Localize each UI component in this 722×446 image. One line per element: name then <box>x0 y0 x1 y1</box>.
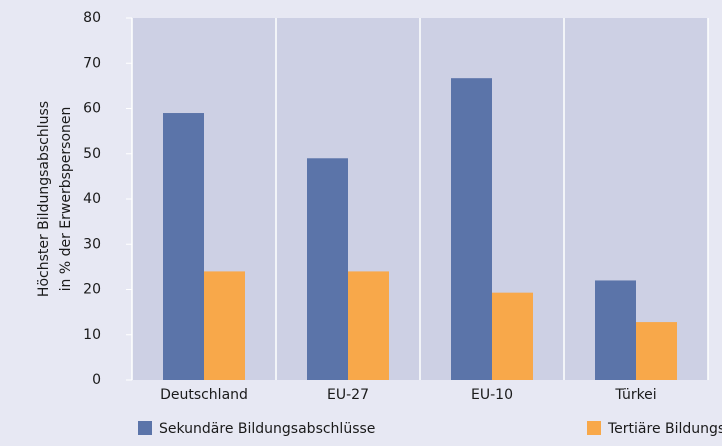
legend-label: Tertiäre Bildungsabschlüsse <box>607 421 722 437</box>
y-axis-label: in % der Erwerbspersonen <box>58 107 74 292</box>
bar <box>348 271 389 380</box>
y-tick-label: 30 <box>83 236 101 252</box>
bar <box>204 271 245 380</box>
bar <box>163 113 204 381</box>
legend-swatch <box>587 421 601 435</box>
bar <box>307 158 348 380</box>
y-tick-label: 50 <box>83 146 101 162</box>
bar <box>595 280 636 380</box>
y-tick-label: 20 <box>83 282 101 298</box>
y-tick-label: 0 <box>92 372 101 388</box>
y-tick-label: 70 <box>83 55 101 71</box>
y-tick-label: 40 <box>83 191 101 207</box>
x-tick-label: EU-10 <box>471 387 513 403</box>
legend-label: Sekundäre Bildungsabschlüsse <box>159 421 375 437</box>
x-tick-label: Türkei <box>614 387 656 403</box>
bar <box>451 78 492 381</box>
bar <box>492 292 533 380</box>
x-tick-label: Deutschland <box>160 387 248 403</box>
y-tick-label: 80 <box>83 10 101 26</box>
x-tick-label: EU-27 <box>327 387 369 403</box>
y-tick-label: 60 <box>83 101 101 117</box>
y-axis-label: Höchster Bildungsabschluss <box>36 101 52 297</box>
y-tick-label: 10 <box>83 327 101 343</box>
legend-swatch <box>138 421 152 435</box>
bar <box>636 322 677 380</box>
